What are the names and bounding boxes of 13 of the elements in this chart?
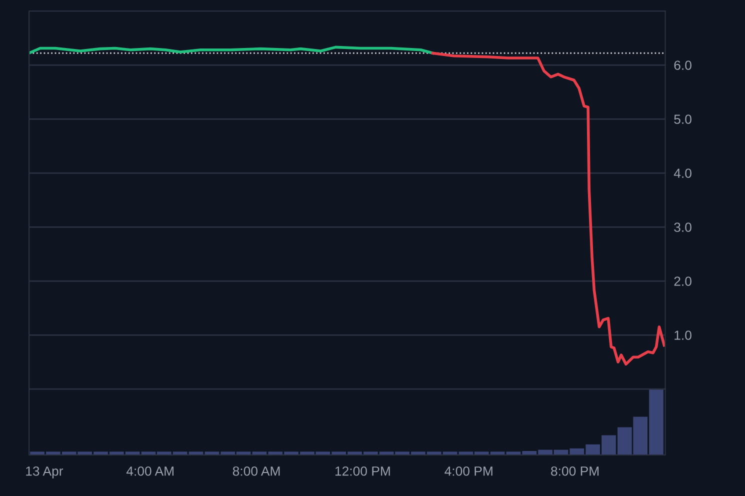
y-tick-label: 6.0 xyxy=(674,60,692,70)
y-tick-label: 1.0 xyxy=(674,330,692,340)
x-tick-label: 4:00 AM xyxy=(126,466,174,476)
y-tick-label: 5.0 xyxy=(674,114,692,124)
line-series xyxy=(431,52,666,366)
x-tick-label: 13 Apr xyxy=(26,466,64,478)
x-tick-label: 12:00 PM xyxy=(335,466,390,476)
x-tick-label: 4:00 PM xyxy=(444,466,492,476)
y-tick-label: 3.0 xyxy=(674,222,692,232)
x-tick-label: 8:00 PM xyxy=(551,466,599,476)
x-tick-label: 8:00 AM xyxy=(232,466,280,476)
y-tick-label: 2.0 xyxy=(674,276,692,286)
y-tick-label: 4.0 xyxy=(674,168,692,178)
